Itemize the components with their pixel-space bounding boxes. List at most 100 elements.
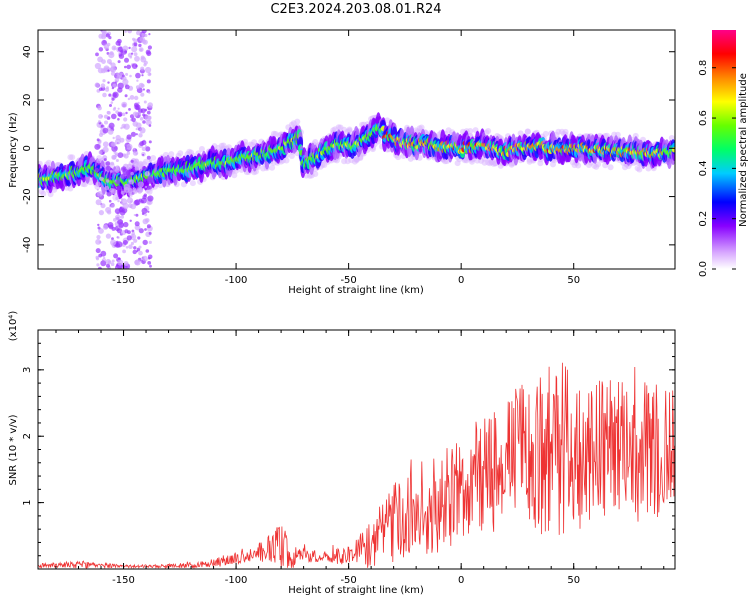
heatmap-noise-cell: [146, 224, 151, 229]
heatmap-noise-cell: [141, 39, 147, 44]
colorbar-tick-label: 0.8: [698, 60, 709, 76]
heatmap-noise-cell: [100, 124, 104, 128]
heatmap-noise-cell: [131, 117, 136, 123]
heatmap-noise-cell: [133, 147, 136, 151]
heatmap-cell: [45, 159, 52, 166]
spectrogram-y-axis-label: Frequency (Hz): [8, 112, 19, 188]
heatmap-noise-cell: [146, 110, 151, 115]
heatmap-noise-cell: [138, 133, 143, 138]
heatmap-noise-cell: [134, 221, 140, 227]
heatmap-noise-cell: [110, 161, 115, 166]
heatmap-noise-cell: [138, 228, 144, 234]
heatmap-noise-cell: [143, 178, 147, 182]
heatmap-cell: [645, 165, 652, 172]
heatmap-noise-cell: [95, 257, 100, 261]
heatmap-noise-cell: [106, 179, 110, 183]
heatmap-noise-cell: [110, 101, 114, 104]
heatmap-noise-cell: [96, 235, 101, 240]
heatmap-noise-cell: [131, 52, 134, 55]
heatmap-noise-cell: [148, 140, 152, 144]
heatmap-noise-cell: [108, 224, 114, 230]
heatmap-noise-cell: [135, 127, 138, 131]
heatmap-noise-cell: [124, 65, 127, 69]
x-tick-label: 0: [458, 575, 464, 586]
heatmap-noise-cell: [120, 198, 124, 201]
heatmap-noise-cell: [138, 108, 143, 114]
heatmap-noise-cell: [145, 249, 150, 253]
y-tick-label: 3: [22, 367, 33, 373]
heatmap-noise-cell: [129, 114, 135, 119]
heatmap-cell: [143, 158, 149, 165]
heatmap-cell: [575, 162, 582, 169]
heatmap-noise-cell: [110, 176, 113, 179]
heatmap-noise-cell: [111, 86, 115, 90]
heatmap-cell: [524, 128, 531, 135]
heatmap-noise-cell: [145, 146, 151, 152]
heatmap-noise-cell: [147, 45, 152, 50]
heatmap-noise-cell: [149, 264, 152, 268]
heatmap-noise-cell: [141, 146, 146, 151]
x-tick-label: -100: [225, 575, 248, 586]
heatmap-noise-cell: [131, 231, 135, 236]
heatmap-noise-cell: [124, 94, 128, 98]
heatmap-noise-cell: [138, 187, 144, 193]
heatmap-noise-cell: [124, 30, 127, 33]
heatmap-noise-cell: [120, 190, 125, 195]
heatmap-noise-cell: [130, 131, 136, 137]
heatmap-noise-cell: [97, 105, 102, 111]
heatmap-noise-cell: [131, 229, 135, 233]
heatmap-noise-cell: [103, 44, 110, 50]
heatmap-noise-cell: [94, 62, 101, 70]
heatmap-noise-cell: [94, 143, 101, 150]
heatmap-noise-cell: [124, 84, 130, 90]
heatmap-noise-cell: [131, 46, 138, 53]
heatmap-noise-cell: [94, 167, 100, 173]
heatmap-cell: [346, 126, 353, 133]
heatmap-noise-cell: [137, 236, 141, 240]
y-tick-label: -20: [22, 188, 33, 204]
x-tick-label: -100: [225, 275, 248, 286]
colorbar-tick-label: 0.2: [698, 211, 709, 227]
heatmap-noise-cell: [141, 74, 144, 77]
heatmap-noise-cell: [120, 215, 124, 219]
heatmap-noise-cell: [97, 223, 100, 227]
heatmap-noise-cell: [143, 60, 148, 65]
heatmap-noise-cell: [144, 213, 148, 217]
heatmap-cell: [537, 160, 544, 167]
heatmap-noise-cell: [140, 66, 145, 71]
heatmap-noise-cell: [99, 176, 104, 181]
heatmap-noise-cell: [132, 249, 137, 255]
heatmap-noise-cell: [129, 95, 135, 100]
heatmap-noise-cell: [124, 50, 127, 53]
heatmap-noise-cell: [142, 113, 146, 117]
heatmap-noise-cell: [96, 138, 100, 142]
heatmap-noise-cell: [132, 150, 139, 156]
heatmap-noise-cell: [112, 92, 117, 97]
heatmap-noise-cell: [112, 184, 115, 187]
heatmap-noise-cell: [142, 120, 146, 124]
heatmap-noise-cell: [141, 207, 148, 214]
heatmap-noise-cell: [124, 57, 129, 63]
heatmap-noise-cell: [135, 122, 142, 129]
heatmap-cell: [562, 128, 569, 135]
heatmap-noise-cell: [115, 196, 120, 201]
x-tick-label: 50: [567, 275, 580, 286]
heatmap-noise-cell: [135, 72, 141, 79]
colorbar-tick-label: 0.4: [698, 160, 709, 176]
heatmap-cell: [81, 181, 88, 188]
heatmap-noise-cell: [100, 166, 103, 169]
heatmap-cell: [632, 132, 639, 139]
heatmap-noise-cell: [142, 194, 147, 200]
heatmap-noise-cell: [109, 67, 115, 72]
heatmap-noise-cell: [126, 143, 133, 150]
heatmap-noise-cell: [102, 146, 109, 153]
heatmap-noise-cell: [134, 55, 140, 62]
heatmap-noise-cell: [123, 261, 129, 266]
heatmap-noise-cell: [122, 202, 129, 210]
heatmap-noise-cell: [107, 81, 110, 84]
heatmap-noise-cell: [99, 87, 103, 91]
heatmap-noise-cell: [122, 45, 129, 52]
heatmap-noise-cell: [136, 250, 139, 253]
heatmap-noise-cell: [110, 71, 116, 76]
heatmap-noise-cell: [133, 42, 138, 47]
